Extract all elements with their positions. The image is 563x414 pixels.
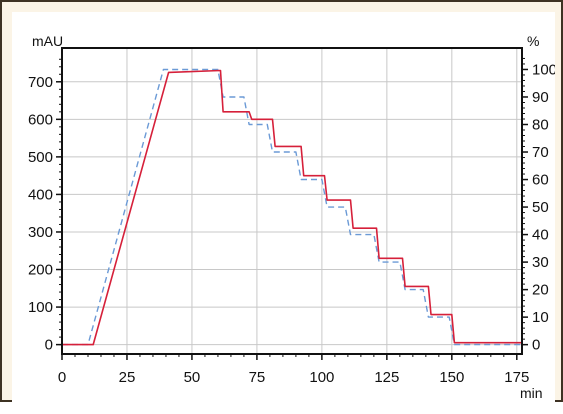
x-tick-label: 50: [184, 369, 201, 386]
y-left-tick-label: 200: [28, 262, 53, 279]
axes: 0 25 50 75 100 125 150 175010020030040050060070…: [28, 57, 555, 386]
y-axis-right-label: %: [527, 33, 539, 49]
y-right-tick-label: 30: [532, 254, 549, 271]
series-lines: [62, 68, 522, 346]
gradient-percent-line: [62, 68, 522, 346]
y-axis-left-label: mAU: [32, 33, 63, 49]
y-right-tick-label: 0: [532, 337, 540, 354]
x-tick-label: 75: [249, 369, 266, 386]
y-left-tick-label: 400: [28, 186, 53, 203]
y-left-tick-label: 300: [28, 224, 53, 241]
y-right-tick-label: 80: [532, 117, 549, 134]
y-right-tick-label: 60: [532, 172, 549, 189]
absorbance-mau-line: [62, 69, 522, 346]
x-tick-label: 0: [58, 369, 66, 386]
chart-frame: 0 25 50 75 100 125 150 175 0 100 200 300 400 500 600 70…: [0, 0, 563, 402]
x-tick-label: 25: [119, 369, 136, 386]
x-tick-label: 150: [439, 369, 464, 386]
chromatogram-chart: 0 25 50 75 100 125 150 175010020030040050060070…: [28, 33, 555, 401]
y-right-tick-label: 90: [532, 89, 549, 106]
y-right-tick-label: 100: [532, 61, 555, 78]
x-tick-label: 100: [309, 369, 334, 386]
y-right-tick-label: 10: [532, 309, 549, 326]
y-right-tick-label: 40: [532, 227, 549, 244]
x-tick-label: 175: [504, 369, 529, 386]
y-left-tick-label: 0: [45, 337, 53, 354]
y-right-tick-label: 20: [532, 282, 549, 299]
y-left-tick-label: 500: [28, 149, 53, 166]
chart-panel: 0 25 50 75 100 125 150 175 0 100 200 300 400 500 600 70…: [12, 12, 555, 414]
y-left-tick-label: 100: [28, 299, 53, 316]
grid: [61, 48, 522, 354]
plot-area-border: [61, 47, 523, 355]
y-left-tick-label: 700: [28, 74, 53, 91]
y-right-tick-label: 70: [532, 144, 549, 161]
x-axis-label: min: [520, 385, 543, 401]
x-tick-label: 125: [374, 369, 399, 386]
y-right-tick-label: 50: [532, 199, 549, 216]
y-left-tick-label: 600: [28, 111, 53, 128]
